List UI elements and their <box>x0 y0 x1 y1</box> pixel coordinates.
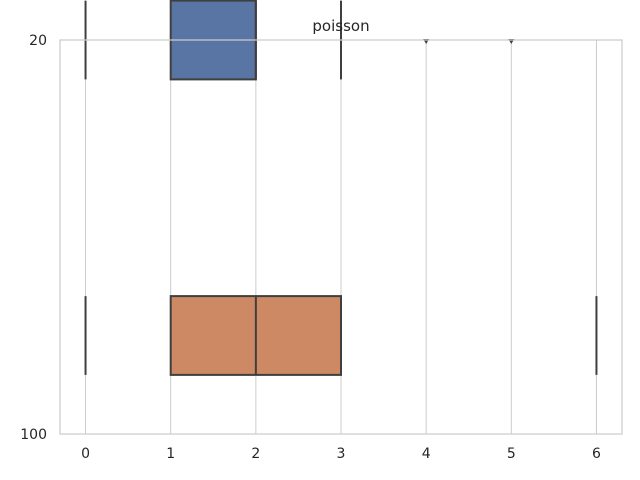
chart-title: poisson <box>312 17 369 35</box>
x-tick-labels: 0 1 2 3 4 5 6 <box>81 446 601 462</box>
x-tick-label: 0 <box>81 446 90 462</box>
y-tick-label-20: 20 <box>29 33 47 49</box>
x-tick-label: 4 <box>422 446 431 462</box>
x-tick-label: 6 <box>592 446 601 462</box>
box-100 <box>84 295 598 376</box>
x-tick-label: 1 <box>166 446 175 462</box>
grid-lines <box>85 40 597 434</box>
y-tick-label-100: 100 <box>20 427 47 443</box>
y-tick-labels: 20 100 <box>20 33 47 443</box>
x-tick-label: 5 <box>507 446 516 462</box>
plot-frame <box>59 39 623 435</box>
x-tick-label: 2 <box>251 446 260 462</box>
x-tick-label: 3 <box>337 446 346 462</box>
